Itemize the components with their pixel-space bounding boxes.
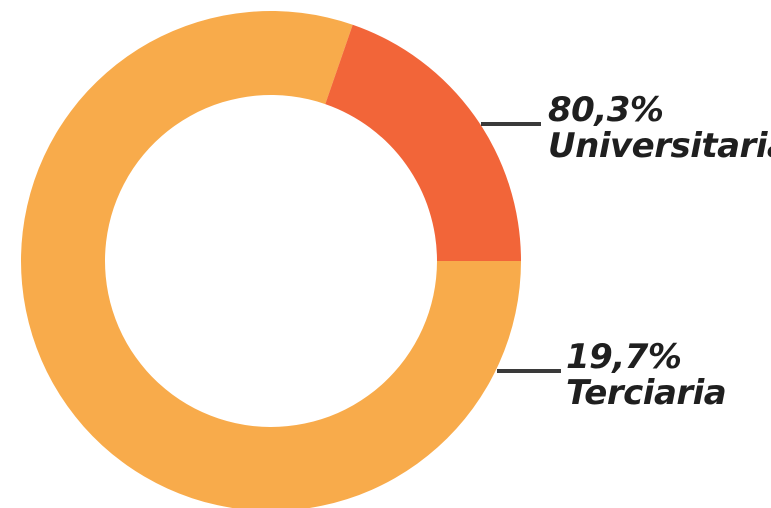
slice-category-label: Universitaria — [548, 126, 771, 166]
slice-universitaria — [21, 11, 521, 508]
donut-slices — [21, 11, 521, 508]
leader-lines — [481, 122, 561, 373]
slice-label-terciaria: 19,7% Terciaria — [566, 337, 727, 413]
slice-category-label: Terciaria — [566, 373, 727, 413]
slice-label-universitaria: 80,3% Universitaria — [548, 92, 771, 164]
slice-terciaria — [325, 24, 521, 261]
slice-value-label: 19,7% — [566, 337, 682, 377]
slice-value-label: 80,3% — [548, 90, 664, 130]
